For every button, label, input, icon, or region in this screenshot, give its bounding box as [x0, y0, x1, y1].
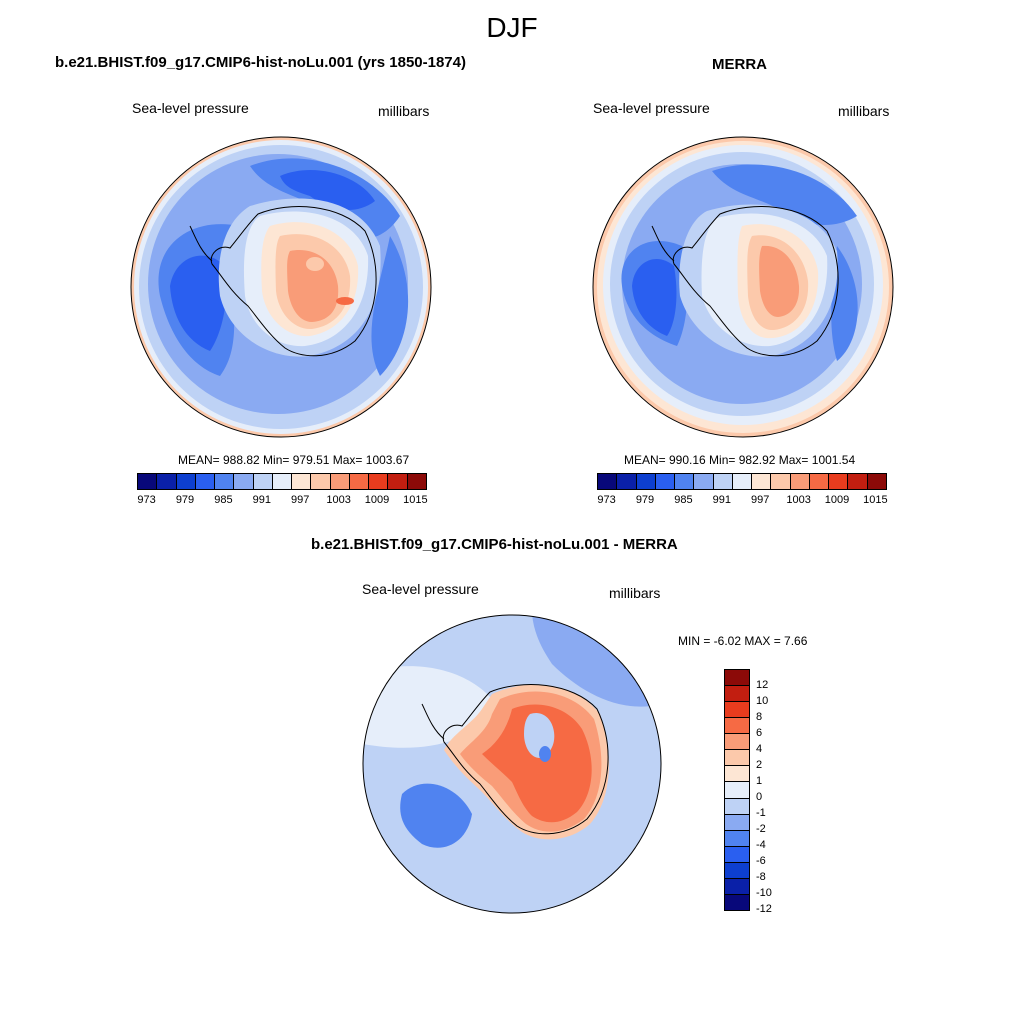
colorbar-box [234, 474, 254, 489]
colorbar-box [725, 718, 749, 735]
colorbar-box [407, 474, 426, 489]
colorbar-box [138, 474, 158, 489]
colorbar-box [369, 474, 389, 489]
panel-1-title: b.e21.BHIST.f09_g17.CMIP6-hist-noLu.001 … [55, 54, 466, 71]
colorbar-box [272, 474, 293, 489]
colorbar-tick-label: 1003 [326, 494, 351, 506]
colorbar-box [809, 474, 830, 489]
colorbar-tick-label: 1015 [863, 494, 888, 506]
colorbar-box [725, 814, 749, 831]
colorbar-box [771, 474, 791, 489]
colorbar-box [725, 894, 749, 910]
colorbar-tick-label: 1003 [786, 494, 811, 506]
panel-2-variable-label: Sea-level pressure [593, 100, 710, 116]
colorbar-box [655, 474, 676, 489]
colorbar-box [752, 474, 772, 489]
colorbar-tick-label: 1009 [824, 494, 850, 506]
colorbar-box [790, 474, 810, 489]
colorbar-box [732, 474, 753, 489]
colorbar-box [725, 878, 749, 895]
panel-1-units-label: millibars [378, 103, 430, 119]
colorbar-box [725, 686, 749, 703]
colorbar-tick-label: 991 [712, 494, 731, 506]
colorbar-model [137, 473, 427, 490]
colorbar-tick-label: 985 [674, 494, 693, 506]
colorbar-box [675, 474, 695, 489]
colorbar-box [636, 474, 656, 489]
colorbar-merra [597, 473, 887, 490]
colorbar-tick-label: -8 [756, 871, 766, 883]
panel-3-stats: MIN = -6.02 MAX = 7.66 [678, 634, 808, 648]
colorbar-box [330, 474, 350, 489]
colorbar-box [725, 862, 749, 879]
colorbar-tick-label: 985 [214, 494, 233, 506]
colorbar-box [725, 702, 749, 719]
colorbar-box [713, 474, 733, 489]
colorbar-box [195, 474, 216, 489]
colorbar-box [725, 750, 749, 767]
colorbar-merra-ticks: 973 979 985 991 997 1003 1009 1015 [597, 494, 887, 508]
panel-2-title: MERRA [712, 56, 767, 73]
colorbar-box [725, 846, 749, 863]
figure-title: DJF [486, 12, 538, 43]
colorbar-box [725, 670, 749, 687]
colorbar-box [176, 474, 196, 489]
colorbar-box [725, 734, 749, 751]
colorbar-tick-label: 973 [137, 494, 156, 506]
colorbar-box [292, 474, 312, 489]
colorbar-tick-label: 2 [756, 759, 763, 771]
colorbar-tick-label: 10 [756, 695, 769, 707]
panel-3-title: b.e21.BHIST.f09_g17.CMIP6-hist-noLu.001 … [311, 536, 678, 553]
colorbar-box [311, 474, 331, 489]
panel-2-units-label: millibars [838, 103, 890, 119]
colorbar-tick-label: 12 [756, 679, 769, 691]
map-model-slp [130, 136, 432, 438]
colorbar-box [867, 474, 886, 489]
map-merra-slp [592, 136, 894, 438]
map-difference-slp [362, 614, 662, 914]
colorbar-tick-label: 979 [175, 494, 195, 506]
colorbar-tick-label: 1 [756, 775, 763, 787]
colorbar-tick-label: 1009 [364, 494, 390, 506]
colorbar-box [253, 474, 273, 489]
panel-3-variable-label: Sea-level pressure [362, 581, 479, 597]
colorbar-tick-label: -10 [756, 887, 772, 899]
colorbar-box [215, 474, 235, 489]
colorbar-tick-label: -1 [756, 807, 766, 819]
colorbar-tick-label: 979 [635, 494, 655, 506]
colorbar-box [694, 474, 714, 489]
colorbar-tick-label: -12 [756, 903, 772, 915]
colorbar-tick-label: -4 [756, 839, 766, 851]
colorbar-tick-label: 8 [756, 711, 763, 723]
colorbar-box [725, 766, 749, 783]
colorbar-model-ticks: 973 979 985 991 997 1003 1009 1015 [137, 494, 427, 508]
panel-3-units-label: millibars [609, 585, 661, 601]
colorbar-box [725, 830, 749, 847]
colorbar-box [829, 474, 849, 489]
colorbar-tick-label: 991 [252, 494, 271, 506]
colorbar-tick-label: 4 [756, 743, 763, 755]
colorbar-box [598, 474, 618, 489]
colorbar-difference-ticks: 12 10 8 6 4 2 1 0 -1 -2 -4 -6 -8 -10 -12 [756, 669, 796, 915]
colorbar-tick-label: 0 [756, 791, 763, 803]
colorbar-tick-label: 973 [597, 494, 616, 506]
colorbar-box [848, 474, 868, 489]
colorbar-box [388, 474, 408, 489]
colorbar-tick-label: 997 [751, 494, 770, 506]
colorbar-box [349, 474, 370, 489]
colorbar-box [157, 474, 177, 489]
colorbar-difference [724, 669, 750, 911]
colorbar-tick-label: -2 [756, 823, 766, 835]
colorbar-tick-label: 6 [756, 727, 763, 739]
colorbar-box [617, 474, 637, 489]
panel-2-stats: MEAN= 990.16 Min= 982.92 Max= 1001.54 [624, 453, 856, 467]
colorbar-box [725, 798, 749, 815]
colorbar-tick-label: 997 [291, 494, 310, 506]
colorbar-box [725, 782, 749, 799]
colorbar-tick-label: 1015 [403, 494, 428, 506]
panel-1-stats: MEAN= 988.82 Min= 979.51 Max= 1003.67 [178, 453, 410, 467]
panel-1-variable-label: Sea-level pressure [132, 100, 249, 116]
colorbar-tick-label: -6 [756, 855, 766, 867]
